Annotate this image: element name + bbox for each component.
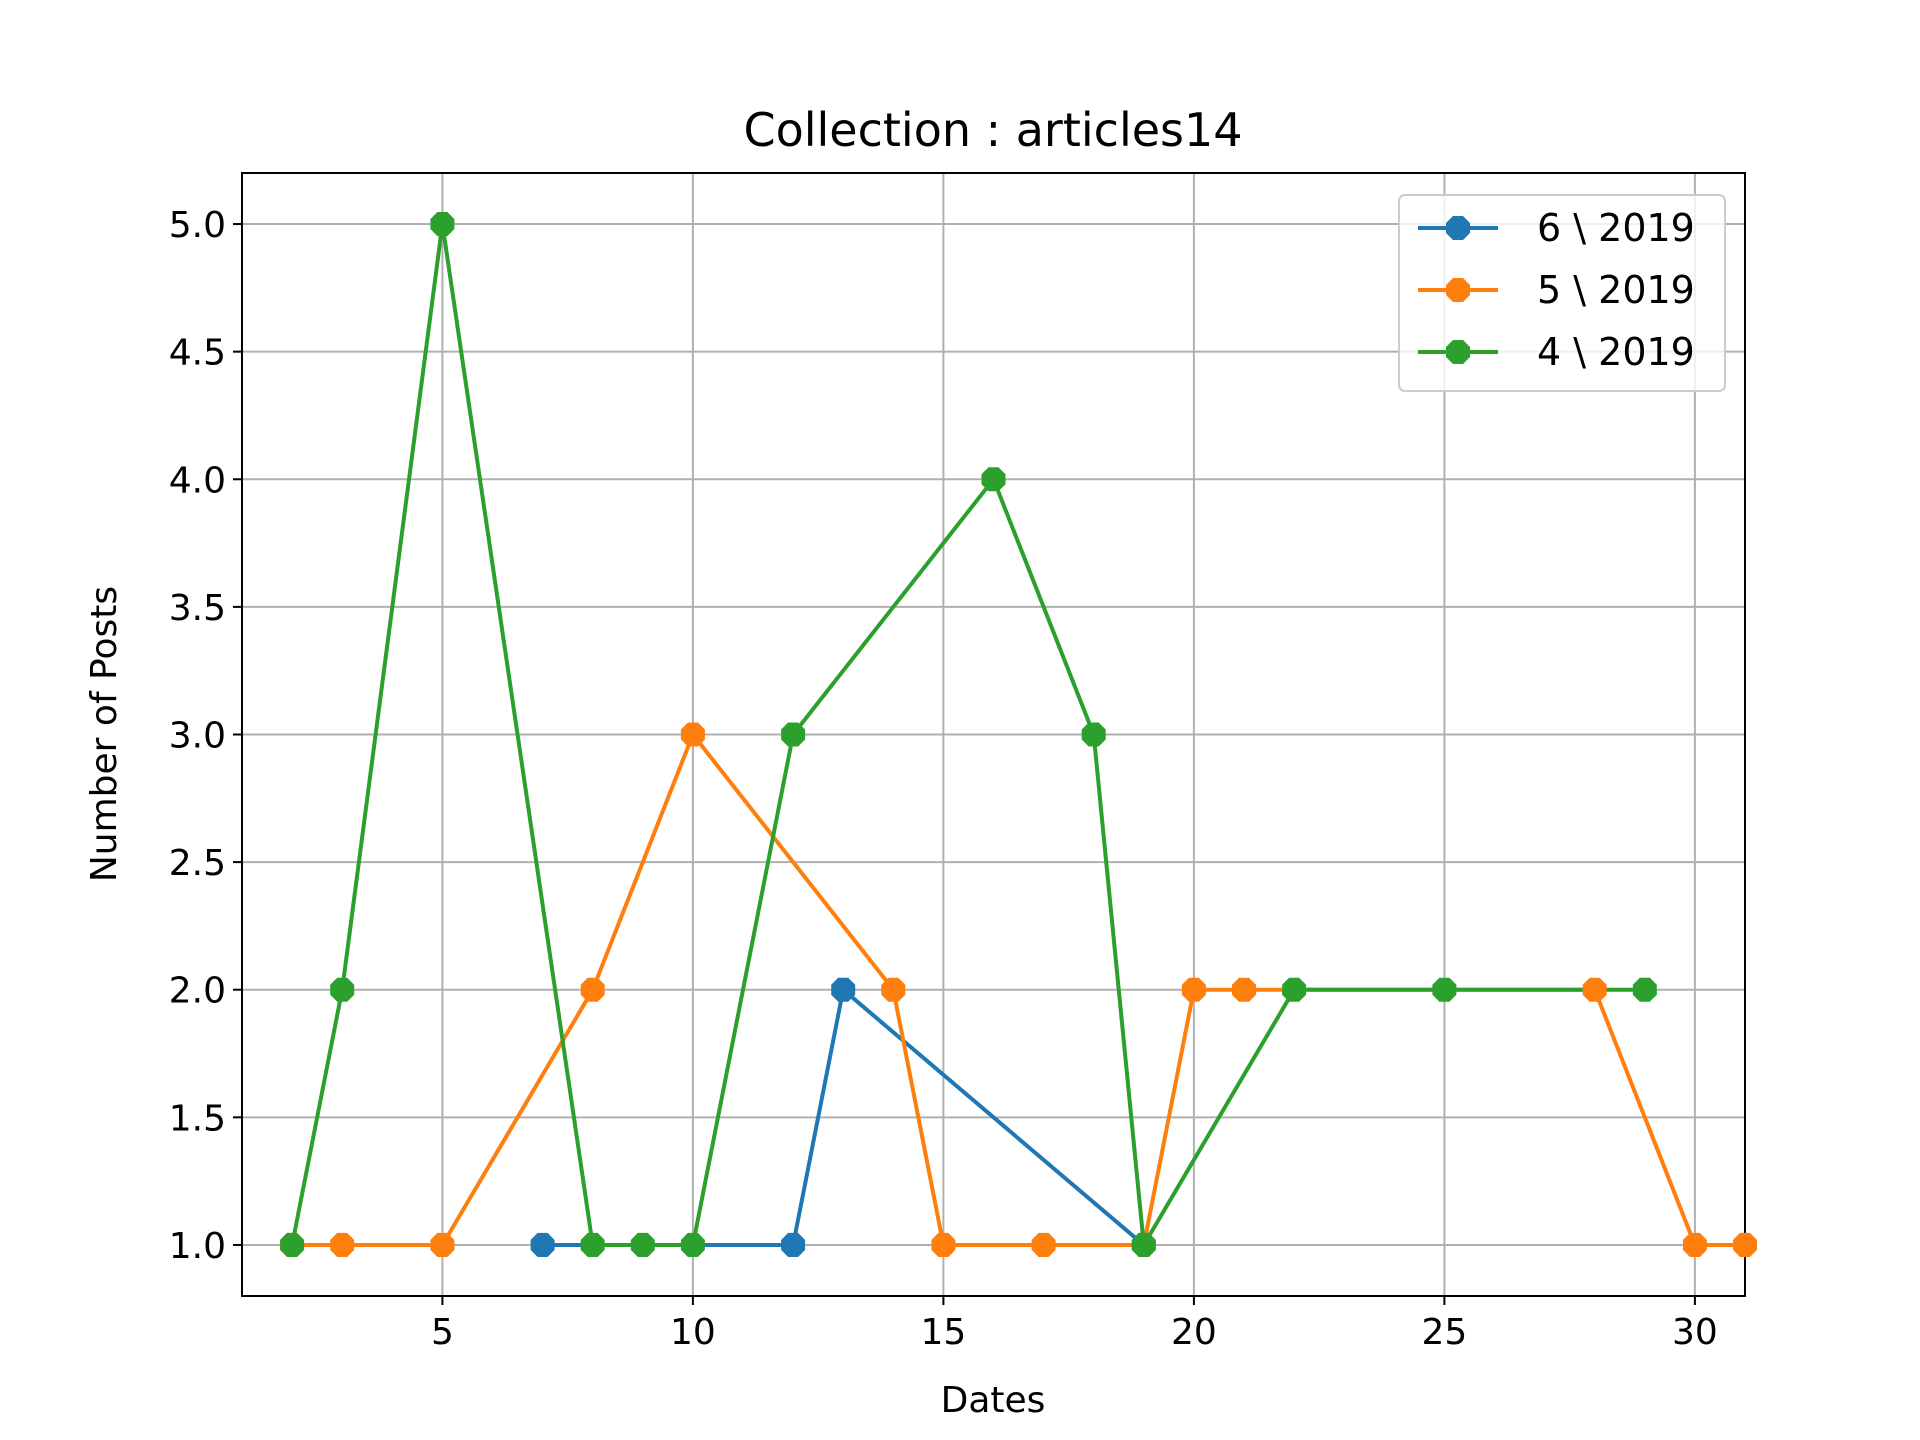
y-tick-label: 5.0 — [169, 205, 226, 246]
legend-marker-1 — [1446, 216, 1470, 240]
legend: 6 \ 2019 5 \ 2019 4 \ 2019 — [1398, 194, 1726, 392]
x-tick-label: 30 — [1672, 1312, 1718, 1353]
series-2-point — [1733, 1232, 1757, 1257]
series-1-point — [831, 977, 856, 1002]
series-3-point — [680, 1232, 705, 1257]
y-axis-label: Number of Posts — [84, 586, 125, 882]
series-3-point — [1081, 722, 1106, 747]
series-3-point — [330, 977, 355, 1002]
y-tick-label: 2.0 — [169, 971, 226, 1012]
legend-label-3: 4 \ 2019 — [1537, 330, 1695, 374]
y-tick-label: 3.0 — [169, 716, 226, 757]
series-1-point — [530, 1232, 555, 1257]
axis-ticks: 5 10 15 20 25 30 1.0 1.5 2.0 2.5 3.0 3.5 4.0 4.5 5.0 — [169, 205, 1718, 1353]
y-tick-label: 1.0 — [169, 1226, 226, 1267]
series-3-point — [430, 212, 455, 237]
legend-marker-3 — [1446, 340, 1470, 364]
series-3-point — [1282, 977, 1307, 1002]
legend-frame — [1398, 194, 1726, 392]
legend-label-2: 5 \ 2019 — [1537, 268, 1695, 312]
series-2-point — [1232, 977, 1256, 1002]
series-3-point — [580, 1232, 605, 1257]
series-2-point — [680, 722, 705, 747]
series-3-point — [630, 1232, 655, 1257]
y-tick-label: 4.5 — [169, 333, 226, 374]
grid — [242, 173, 1745, 1296]
series-3-point — [280, 1232, 305, 1257]
legend-marker-2 — [1446, 278, 1470, 302]
series-2-point — [931, 1232, 956, 1257]
x-tick-label: 15 — [920, 1312, 966, 1353]
series-3-point — [1632, 977, 1657, 1002]
chart-title: Collection : articles14 — [743, 103, 1242, 157]
series-2-point — [1682, 1232, 1707, 1257]
x-axis-label: Dates — [941, 1380, 1046, 1421]
series-2-point — [580, 977, 605, 1002]
series-2-point — [881, 977, 906, 1002]
series-3-point — [1131, 1232, 1156, 1257]
series-2-point — [1582, 977, 1607, 1002]
series-1-point — [781, 1232, 806, 1257]
x-tick-label: 5 — [431, 1312, 454, 1353]
series-2-point — [330, 1232, 355, 1257]
x-tick-label: 25 — [1421, 1312, 1467, 1353]
marker-group — [280, 212, 1757, 1257]
series-2-point — [1031, 1232, 1056, 1257]
y-tick-label: 4.0 — [169, 460, 226, 501]
x-tick-label: 10 — [670, 1312, 716, 1353]
y-tick-label: 3.5 — [169, 588, 226, 629]
y-tick-label: 2.5 — [169, 843, 226, 884]
x-tick-label: 20 — [1171, 1312, 1217, 1353]
series-3-point — [981, 467, 1006, 492]
series-3-point — [781, 722, 806, 747]
series-2-point — [430, 1232, 455, 1257]
series-2-point — [1181, 977, 1206, 1002]
legend-label-1: 6 \ 2019 — [1537, 206, 1695, 250]
series-3-point — [1432, 977, 1457, 1002]
y-tick-label: 1.5 — [169, 1098, 226, 1139]
